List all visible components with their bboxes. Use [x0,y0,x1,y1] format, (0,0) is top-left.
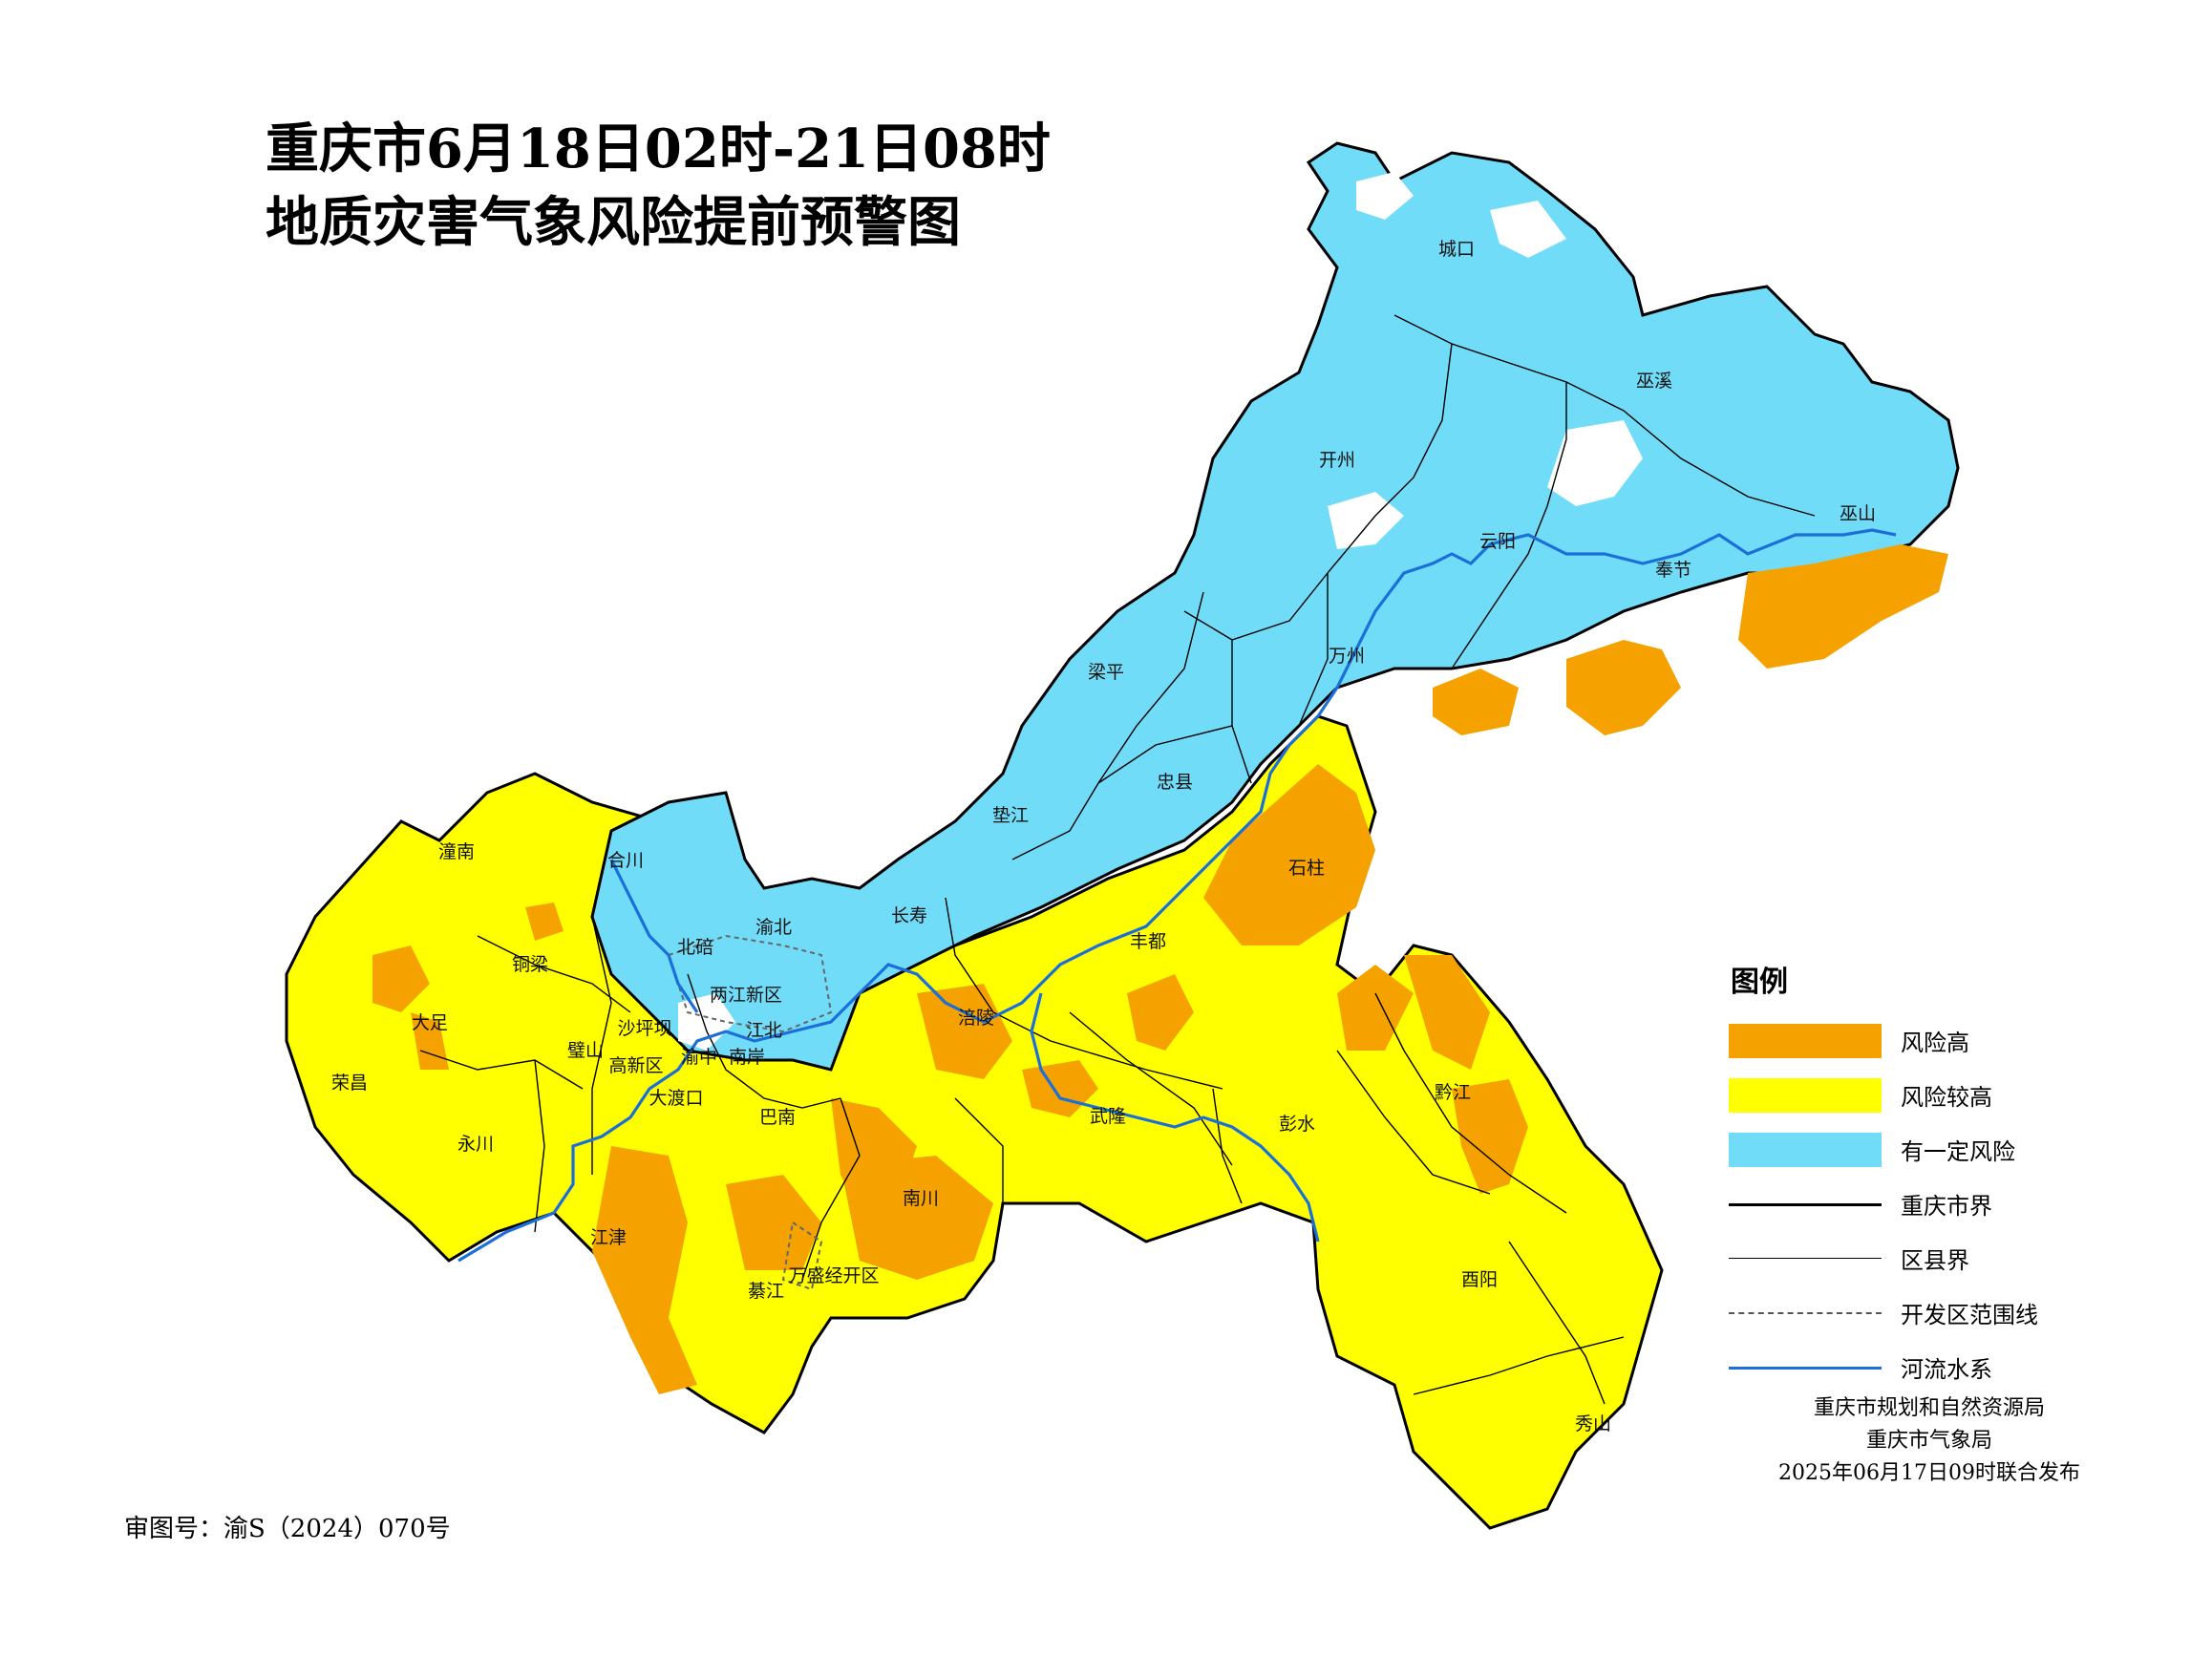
legend-label: 有一定风险 [1901,1138,2015,1165]
district-label-kaizhou: 开州 [1319,450,1355,471]
district-label-qijiang: 綦江 [748,1281,784,1302]
yangtze-river [457,528,1897,1263]
district-label-yunyang: 云阳 [1479,531,1516,552]
district-label-gaoxin: 高新区 [608,1055,663,1076]
district-label-yuzhong: 渝中 [681,1047,717,1068]
high-risk-patches [372,544,1948,1394]
development-zone-boundary [667,934,833,1033]
legend-label: 重庆市界 [1901,1193,1992,1220]
region-no-risk-chengkou-1 [1356,172,1414,220]
legend-item-development-zone: 开发区范围线 [1719,1285,2139,1340]
district-label-dianjiang: 垫江 [992,805,1029,826]
district-label-xiushan: 秀山 [1575,1413,1611,1434]
legend-item-high-risk: 风险高 [1719,1013,2139,1068]
district-label-pengshui: 彭水 [1279,1114,1315,1135]
legend-label: 风险高 [1901,1030,1969,1056]
district-label-wulong: 武隆 [1090,1106,1126,1127]
district-label-fengdu: 丰都 [1130,931,1166,952]
map-title-line2: 地质灾害气象风险提前预警图 [266,191,961,254]
legend-item-city-boundary: 重庆市界 [1719,1177,2139,1231]
district-label-youyang: 酉阳 [1461,1269,1498,1290]
district-label-jiangbei: 江北 [746,1020,782,1041]
county-boundaries [419,314,1816,1405]
district-label-qianjiang: 黔江 [1435,1082,1471,1103]
river-line-swatch [1729,1350,1882,1385]
release-time: 2025年06月17日09时联合发布 [1778,1461,2080,1486]
development-zone-wansheng [781,1221,823,1291]
district-label-yubei: 渝北 [755,917,792,938]
higher-risk-swatch [1729,1077,1882,1113]
issuer-block: 重庆市规划和自然资源局 重庆市气象局 2025年06月17日09时联合发布 [1729,1392,2130,1490]
jialing-river [609,859,699,1013]
district-label-tongnan: 潼南 [438,841,475,862]
issuer-org-planning: 重庆市规划和自然资源局 [1813,1396,2045,1420]
city-boundary-line-swatch [1729,1187,1882,1222]
district-label-bishan: 璧山 [567,1040,604,1061]
district-label-nanchuan: 南川 [903,1188,939,1209]
legend-title: 图例 [1731,966,1788,999]
region-no-risk-wuxi [1547,420,1643,506]
legend-item-higher-risk: 风险较高 [1719,1068,2139,1122]
county-boundary-line-swatch [1729,1242,1882,1276]
district-label-liangjiang: 两江新区 [710,985,782,1006]
district-label-fuling: 涪陵 [958,1008,994,1029]
district-label-wuxi: 巫溪 [1636,371,1672,392]
legend: 图例 风险高 风险较高 有一定风险 重庆市界 区县界 开发区范围线 河流水系 [1719,958,2139,1394]
district-label-dadukou: 大渡口 [649,1088,703,1109]
rivers [457,528,1897,1263]
district-label-wanzhou: 万州 [1329,646,1365,667]
district-label-nanan: 南岸 [729,1047,765,1068]
district-label-tongliang: 铜梁 [512,954,548,975]
high-risk-swatch [1729,1023,1882,1058]
dashed-line-swatch [1729,1296,1882,1330]
legend-label: 河流水系 [1901,1356,1992,1383]
district-label-rongchang: 荣昌 [331,1073,368,1094]
issuer-org-meteorology: 重庆市气象局 [1865,1429,1992,1454]
legend-label: 区县界 [1901,1247,1969,1274]
district-label-dazu: 大足 [412,1012,448,1033]
legend-label: 风险较高 [1901,1084,1992,1111]
map-title-line1: 重庆市6月18日02时-21日08时 [266,117,1051,181]
district-label-jiangjin: 江津 [590,1227,627,1248]
district-label-banan: 巴南 [759,1107,796,1128]
district-label-shapingba: 沙坪坝 [617,1018,671,1039]
district-label-changshou: 长寿 [891,905,927,926]
region-some-risk-north [590,141,1960,1072]
district-label-beibei: 北碚 [677,937,713,958]
legend-item-some-risk: 有一定风险 [1719,1122,2139,1177]
district-label-fengjie: 奉节 [1655,560,1691,581]
wujiang-river [1030,992,1320,1243]
legend-item-river: 河流水系 [1719,1340,2139,1394]
legend-label: 开发区范围线 [1901,1302,2038,1328]
district-label-wansheng: 万盛经开区 [788,1265,879,1286]
legend-item-county-boundary: 区县界 [1719,1231,2139,1285]
district-label-chengkou: 城口 [1438,239,1475,260]
map-approval-number: 审图号：渝S（2024）070号 [124,1515,451,1543]
district-label-yongchuan: 永川 [457,1134,494,1155]
region-no-risk-chengkou-2 [1490,201,1566,258]
district-label-wushan: 巫山 [1840,503,1876,524]
district-label-liangping: 梁平 [1088,662,1124,683]
district-labels: 城口 巫溪 开州 巫山 云阳 奉节 万州 梁平 忠县 垫江 石柱 潼南 合川 长… [331,239,1876,1434]
district-label-zhongxian: 忠县 [1157,772,1193,793]
district-label-shizhu: 石柱 [1288,858,1325,879]
some-risk-swatch [1729,1132,1882,1167]
district-label-hechuan: 合川 [607,850,644,871]
